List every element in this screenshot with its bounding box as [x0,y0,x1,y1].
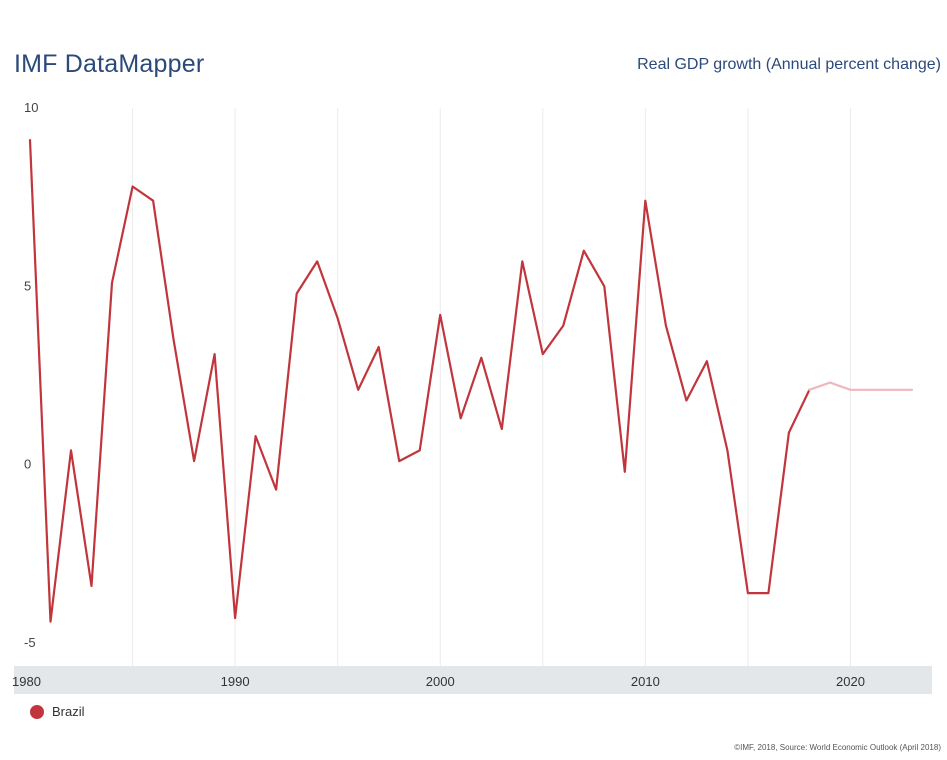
legend-marker-brazil [30,704,44,719]
x-tick-label: 1980 [12,674,41,689]
y-tick-label: -5 [24,635,36,650]
series-line-brazil-projection [808,381,914,391]
x-tick-label: 1990 [221,674,250,689]
x-tick-label: 2000 [426,674,455,689]
y-tick-label: 10 [24,100,38,115]
x-tick-label: 2020 [836,674,865,689]
source-note: ©IMF, 2018, Source: World Economic Outlo… [734,743,941,752]
series-lines [28,139,914,623]
y-axis-ticks: 10 5 0 -5 [24,100,38,650]
brand-title: IMF DataMapper [14,50,205,78]
gridlines [132,108,851,666]
series-line-brazil [28,139,811,623]
legend-label-brazil: Brazil [52,704,85,719]
x-axis-band [14,666,932,694]
y-tick-label: 0 [24,457,31,472]
x-tick-label: 2010 [631,674,660,689]
legend[interactable]: Brazil [30,704,85,719]
indicator-title: Real GDP growth (Annual percent change) [637,56,941,73]
y-tick-label: 5 [24,278,31,293]
gdp-chart: 10 5 0 -5 1980 1990 2000 2010 2020 [12,100,932,694]
x-axis-ticks: 1980 1990 2000 2010 2020 [12,674,865,689]
